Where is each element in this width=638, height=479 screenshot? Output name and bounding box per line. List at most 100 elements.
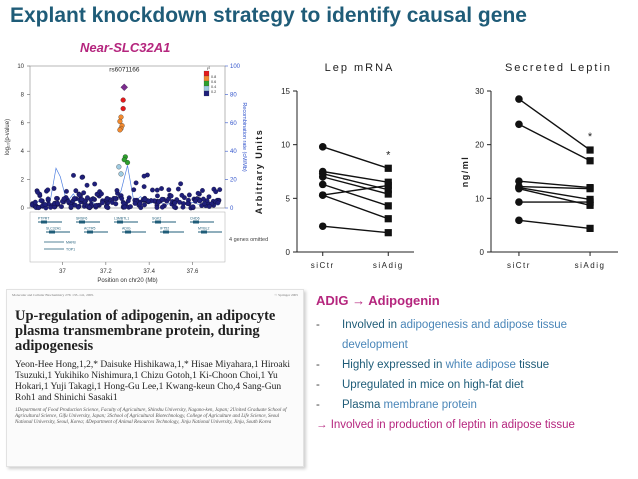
adig-conclusion: → Involved in production of leptin in ad… [316,419,575,431]
y-axis-label: ng/ml [460,156,470,188]
y2-axis-label: Recombination rate (cM/Mb) [241,102,247,172]
snp-point [118,171,124,177]
bullet-dash: - [316,319,320,331]
snp-point [66,199,71,204]
y2-tick-label: 40 [230,149,237,155]
gene-exon [79,220,85,224]
gene-label: SGK2 [152,217,161,221]
snp-point [142,196,148,202]
siadig-point [384,181,392,190]
sictr-point [318,222,327,231]
snp-point [119,196,125,201]
snp-point [206,194,212,200]
snp-point [154,187,160,193]
snp-point [68,204,74,210]
snp-point [81,190,87,196]
bullet-dash: - [316,399,320,411]
snp-point [61,196,67,202]
snp-point [84,182,90,188]
legend-swatch [203,70,210,77]
siadig-point [384,186,392,194]
gene-track [29,211,226,263]
gene-label: SRSF6 [76,217,87,221]
legend-label: 0.2 [211,90,216,94]
snp-point [159,186,164,191]
x-tick-label: siAdig [575,261,606,270]
significance-marker: * [588,131,593,143]
snp-point [121,157,127,163]
gene-label: IFT52 [160,227,169,231]
pair-line [322,170,389,183]
legend-label: 0.8 [211,75,216,79]
adig-title: ADIG → Adipogenin [316,293,440,308]
snp-point [159,204,165,210]
snp-point [42,202,48,207]
pair-line [518,180,591,189]
y-tick-label: 2 [21,178,25,184]
adig-item-highlight: white adipose [445,359,516,371]
adig-item-text: Highly expressed in [342,359,446,371]
snp-point [124,160,131,166]
snp-point [180,204,186,210]
lead-snp-label: rs6071166 [109,67,140,74]
y-axis-label: log₁₀(p-value) [5,119,11,155]
snp-point [137,201,143,207]
gene-label: CHD6 [190,217,200,221]
snp-point [87,204,92,210]
adig-summary: ADIG → Adipogenin - Involved in adipogene… [316,293,634,435]
snp-point [178,181,184,187]
siadig-point [586,157,594,165]
adig-item-text: Involved in [342,319,401,331]
pair-line [518,123,591,162]
snp-point [100,200,105,206]
siadig-point [586,224,594,232]
sictr-point [515,184,523,193]
snp-point [202,201,207,206]
snp-point [75,204,81,210]
y2-tick-label: 20 [230,178,237,184]
adig-item: development [316,335,634,355]
sictr-point [318,143,327,151]
snp-point [172,200,178,206]
snp-point [215,200,221,206]
pair-line [518,186,591,201]
snp-point [154,205,160,210]
paper-journal: Molecular and Cellular Biochemistry 276:… [12,293,95,297]
gene-label: PTPRT [38,217,50,221]
snp-point [36,205,41,211]
x-tick-label: 37 [59,269,66,275]
gene-exon [201,230,207,234]
snp-point [35,189,40,195]
snp-point [79,174,85,180]
y-tick-label: 10 [281,141,290,150]
snp-point [141,184,147,190]
chart-title: Lep mRNA [325,62,395,74]
snp-point [117,127,123,133]
y2-tick-label: 100 [230,64,241,70]
snp-point [217,187,223,193]
snp-point [93,203,99,209]
gene-label: SLC32A1 [46,227,61,231]
snp-point [155,193,160,199]
pair-line [322,146,389,169]
y-tick-label: 15 [281,87,290,96]
adig-list: - Involved in adipogenesis and adipose ti… [316,315,634,415]
snp-point [125,198,131,204]
gene-exon [41,220,47,224]
gene-exon [193,220,199,224]
siadig-point [586,198,594,206]
y-tick-label: 30 [475,87,484,96]
y-tick-label: 10 [475,194,484,203]
siadig-point [384,215,392,223]
adig-item-text: Plasma [342,399,384,411]
snp-point [185,201,191,206]
sictr-point [515,216,523,225]
y2-tick-label: 80 [230,92,237,98]
y-tick-label: 8 [21,92,25,98]
pair-line [322,184,389,196]
siadig-point [384,190,392,198]
sictr-point [515,120,523,129]
gene-exon [155,220,161,224]
pair-line [518,185,591,190]
snp-point [166,187,172,193]
